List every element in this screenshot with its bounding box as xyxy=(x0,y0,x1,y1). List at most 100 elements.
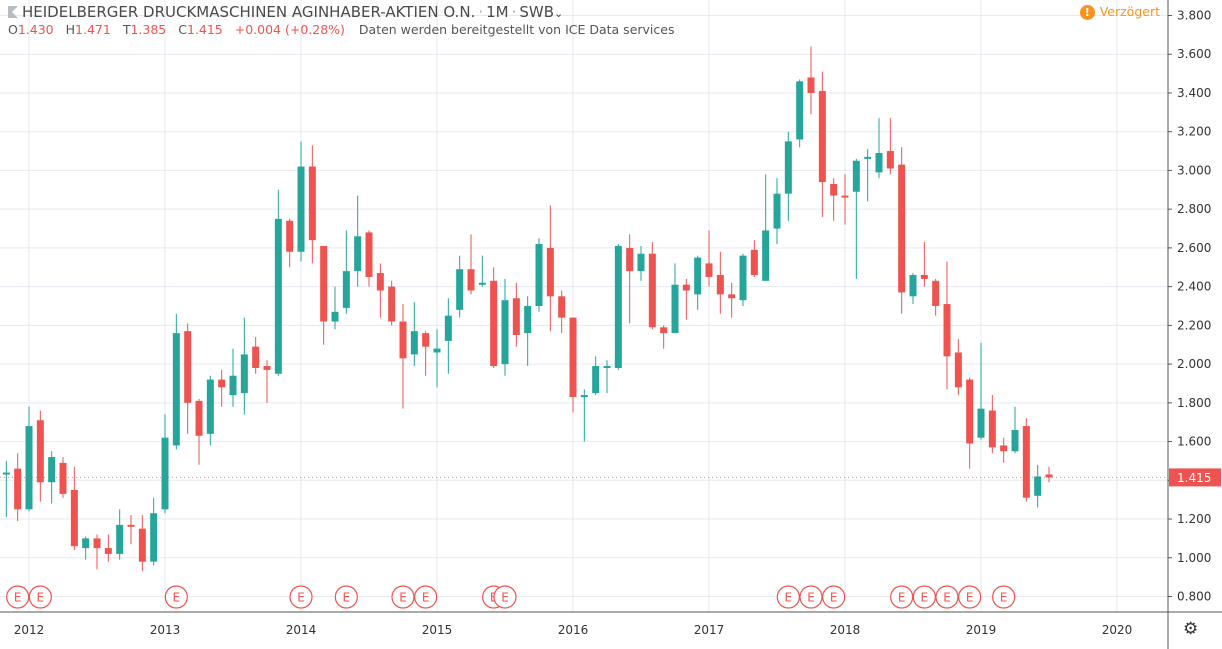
candle-body[interactable] xyxy=(909,275,917,297)
candle-body[interactable] xyxy=(966,379,974,444)
candle-body[interactable] xyxy=(954,352,962,388)
candle-body[interactable] xyxy=(614,245,622,368)
earnings-event-marker[interactable] xyxy=(493,585,517,609)
chevron-down-icon[interactable]: ⌄ xyxy=(554,7,564,20)
candle-body[interactable] xyxy=(784,141,792,194)
candle-body[interactable] xyxy=(920,275,928,279)
candle-body[interactable] xyxy=(263,366,271,370)
candle-body[interactable] xyxy=(240,354,248,394)
candle-body[interactable] xyxy=(195,400,203,436)
candle-body[interactable] xyxy=(943,304,951,357)
candle-body[interactable] xyxy=(1034,476,1042,496)
earnings-event-marker[interactable] xyxy=(289,585,313,609)
candle-body[interactable] xyxy=(716,275,724,295)
candle-body[interactable] xyxy=(308,166,316,241)
candle-body[interactable] xyxy=(637,253,645,272)
candle-body[interactable] xyxy=(592,366,600,394)
candle-body[interactable] xyxy=(274,218,282,374)
candle-body[interactable] xyxy=(184,331,192,403)
candle-body[interactable] xyxy=(14,468,22,510)
earnings-event-marker[interactable] xyxy=(912,585,936,609)
earnings-event-marker[interactable] xyxy=(6,585,30,609)
candle-body[interactable] xyxy=(501,300,509,365)
candle-body[interactable] xyxy=(762,230,770,281)
earnings-event-marker[interactable] xyxy=(958,585,982,609)
candle-body[interactable] xyxy=(342,271,350,308)
candle-body[interactable] xyxy=(807,77,815,93)
candle-body[interactable] xyxy=(376,273,384,291)
candle-body[interactable] xyxy=(932,280,940,306)
candle-body[interactable] xyxy=(104,548,112,554)
candle-body[interactable] xyxy=(331,311,339,322)
earnings-event-marker[interactable] xyxy=(822,585,846,609)
candle-body[interactable] xyxy=(750,249,758,276)
candle-body[interactable] xyxy=(1000,445,1008,452)
candle-body[interactable] xyxy=(161,437,169,510)
candle-body[interactable] xyxy=(524,306,532,334)
gear-icon[interactable]: ⚙ xyxy=(1183,619,1199,638)
candle-body[interactable] xyxy=(728,294,736,299)
candle-body[interactable] xyxy=(1011,429,1019,452)
earnings-event-marker[interactable] xyxy=(935,585,959,609)
candle-body[interactable] xyxy=(218,379,226,388)
candle-body[interactable] xyxy=(365,232,373,277)
exchange-label[interactable]: SWB xyxy=(519,3,555,21)
candle-body[interactable] xyxy=(875,153,883,173)
candle-body[interactable] xyxy=(705,263,713,277)
candle-body[interactable] xyxy=(478,282,486,285)
candle-body[interactable] xyxy=(558,296,566,318)
candle-body[interactable] xyxy=(399,321,407,359)
candle-body[interactable] xyxy=(252,346,260,368)
candle-body[interactable] xyxy=(580,395,588,398)
earnings-event-marker[interactable] xyxy=(776,585,800,609)
candle-body[interactable] xyxy=(818,91,826,183)
candle-body[interactable] xyxy=(852,160,860,192)
candle-body[interactable] xyxy=(660,327,668,334)
candle-body[interactable] xyxy=(1022,426,1030,498)
candle-body[interactable] xyxy=(127,524,135,527)
candle-body[interactable] xyxy=(2,472,10,475)
candle-body[interactable] xyxy=(671,284,679,334)
candle-body[interactable] xyxy=(388,286,396,322)
candle-body[interactable] xyxy=(682,284,690,291)
interval-label[interactable]: 1M xyxy=(486,3,509,21)
candle-body[interactable] xyxy=(297,166,305,252)
symbol-header[interactable]: HEIDELBERGER DRUCKMASCHINEN AGINHABER-AK… xyxy=(8,3,563,21)
earnings-event-marker[interactable] xyxy=(334,585,358,609)
earnings-event-marker[interactable] xyxy=(799,585,823,609)
candle-body[interactable] xyxy=(467,269,475,291)
earnings-event-marker[interactable] xyxy=(992,585,1016,609)
candle-body[interactable] xyxy=(172,333,180,446)
earnings-event-marker[interactable] xyxy=(414,585,438,609)
candle-body[interactable] xyxy=(206,379,214,434)
candle-body[interactable] xyxy=(886,151,894,169)
candle-body[interactable] xyxy=(796,81,804,140)
candle-body[interactable] xyxy=(82,538,90,549)
candle-body[interactable] xyxy=(410,331,418,355)
candle-body[interactable] xyxy=(286,220,294,252)
candle-body[interactable] xyxy=(456,269,464,310)
candle-body[interactable] xyxy=(36,420,44,483)
candle-body[interactable] xyxy=(444,315,452,341)
candle-body[interactable] xyxy=(830,183,838,196)
candle-body[interactable] xyxy=(1045,474,1053,478)
candle-body[interactable] xyxy=(977,408,985,438)
candle-body[interactable] xyxy=(138,528,146,562)
candle-body[interactable] xyxy=(648,253,656,328)
candle-body[interactable] xyxy=(546,247,554,297)
candle-body[interactable] xyxy=(354,236,362,272)
candle-body[interactable] xyxy=(569,317,577,398)
candle-body[interactable] xyxy=(841,195,849,198)
candle-body[interactable] xyxy=(48,457,56,483)
earnings-event-marker[interactable] xyxy=(890,585,914,609)
candle-body[interactable] xyxy=(535,244,543,306)
candle-body[interactable] xyxy=(773,193,781,229)
candle-body[interactable] xyxy=(512,298,520,336)
candle-body[interactable] xyxy=(433,348,441,353)
candle-body[interactable] xyxy=(150,513,158,562)
candle-body[interactable] xyxy=(739,255,747,301)
candle-body[interactable] xyxy=(864,156,872,159)
candle-body[interactable] xyxy=(320,245,328,322)
candle-body[interactable] xyxy=(490,280,498,367)
